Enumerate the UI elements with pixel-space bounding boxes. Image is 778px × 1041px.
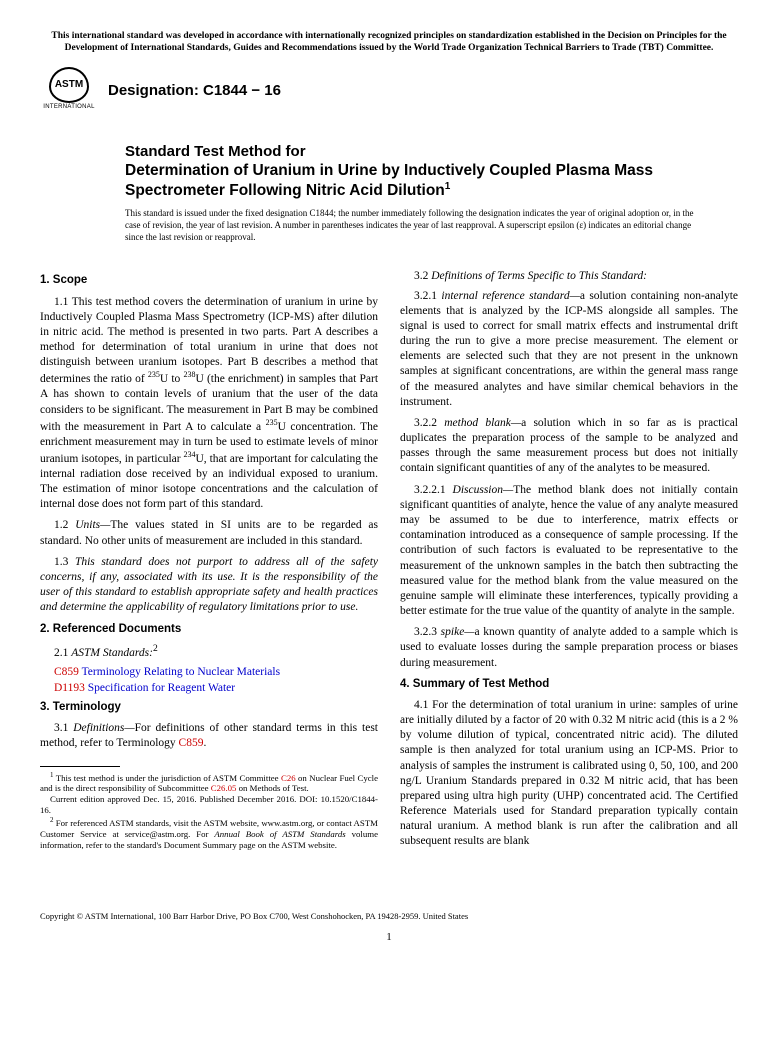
section-4-head: 4. Summary of Test Method — [400, 677, 738, 692]
issued-note: This standard is issued under the fixed … — [125, 208, 698, 243]
left-column: 1. Scope 1.1 This test method covers the… — [40, 269, 378, 855]
content-columns: 1. Scope 1.1 This test method covers the… — [40, 269, 738, 855]
para-3-1: 3.1 Definitions—For definitions of other… — [40, 721, 378, 751]
header-notice: This international standard was develope… — [40, 30, 738, 67]
para-1-3: 1.3 This standard does not purport to ad… — [40, 555, 378, 616]
page-number: 1 — [40, 931, 738, 943]
astm-logo-globe: ASTM — [49, 67, 89, 103]
para-3-2-1: 3.2.1 internal reference standard—a solu… — [400, 289, 738, 410]
para-3-2-2: 3.2.2 method blank—a solution which in s… — [400, 416, 738, 477]
title-main: Determination of Uranium in Urine by Ind… — [125, 161, 738, 200]
copyright-line: Copyright © ASTM International, 100 Barr… — [40, 911, 738, 921]
title-main-text: Determination of Uranium in Urine by Ind… — [125, 162, 653, 199]
ref-c859[interactable]: C859 Terminology Relating to Nuclear Mat… — [40, 665, 378, 680]
section-2-head: 2. Referenced Documents — [40, 622, 378, 637]
title-prefix: Standard Test Method for — [125, 143, 738, 162]
para-3-2: 3.2 Definitions of Terms Specific to Thi… — [400, 269, 738, 284]
para-1-1: 1.1 This test method covers the determin… — [40, 295, 378, 513]
title-block: Standard Test Method for Determination o… — [125, 143, 738, 201]
footnote-2: 2 For referenced ASTM standards, visit t… — [40, 816, 378, 851]
footnote-1b: Current edition approved Dec. 15, 2016. … — [40, 794, 378, 816]
para-3-2-2-1: 3.2.2.1 Discussion—The method blank does… — [400, 483, 738, 620]
designation-text: Designation: C1844 − 16 — [108, 82, 281, 99]
footnote-1: 1 This test method is under the jurisdic… — [40, 771, 378, 795]
ref-c26-05[interactable]: C26.05 — [211, 783, 237, 793]
right-column: 3.2 Definitions of Terms Specific to Thi… — [400, 269, 738, 855]
astm-logo: ASTM INTERNATIONAL — [40, 67, 98, 115]
astm-logo-text: INTERNATIONAL — [43, 104, 94, 110]
para-2-1: 2.1 ASTM Standards:2 — [40, 643, 378, 661]
para-1-2: 1.2 Units—The values stated in SI units … — [40, 518, 378, 548]
title-sup: 1 — [445, 181, 451, 192]
section-1-head: 1. Scope — [40, 273, 378, 288]
footnote-separator — [40, 766, 120, 767]
para-4-1: 4.1 For the determination of total urani… — [400, 698, 738, 850]
para-3-2-3: 3.2.3 spike—a known quantity of analyte … — [400, 625, 738, 671]
section-3-head: 3. Terminology — [40, 700, 378, 715]
designation-row: ASTM INTERNATIONAL Designation: C1844 − … — [40, 67, 738, 115]
ref-c859-inline[interactable]: C859 — [179, 737, 204, 749]
ref-d1193[interactable]: D1193 Specification for Reagent Water — [40, 681, 378, 696]
ref-c26[interactable]: C26 — [281, 772, 296, 782]
